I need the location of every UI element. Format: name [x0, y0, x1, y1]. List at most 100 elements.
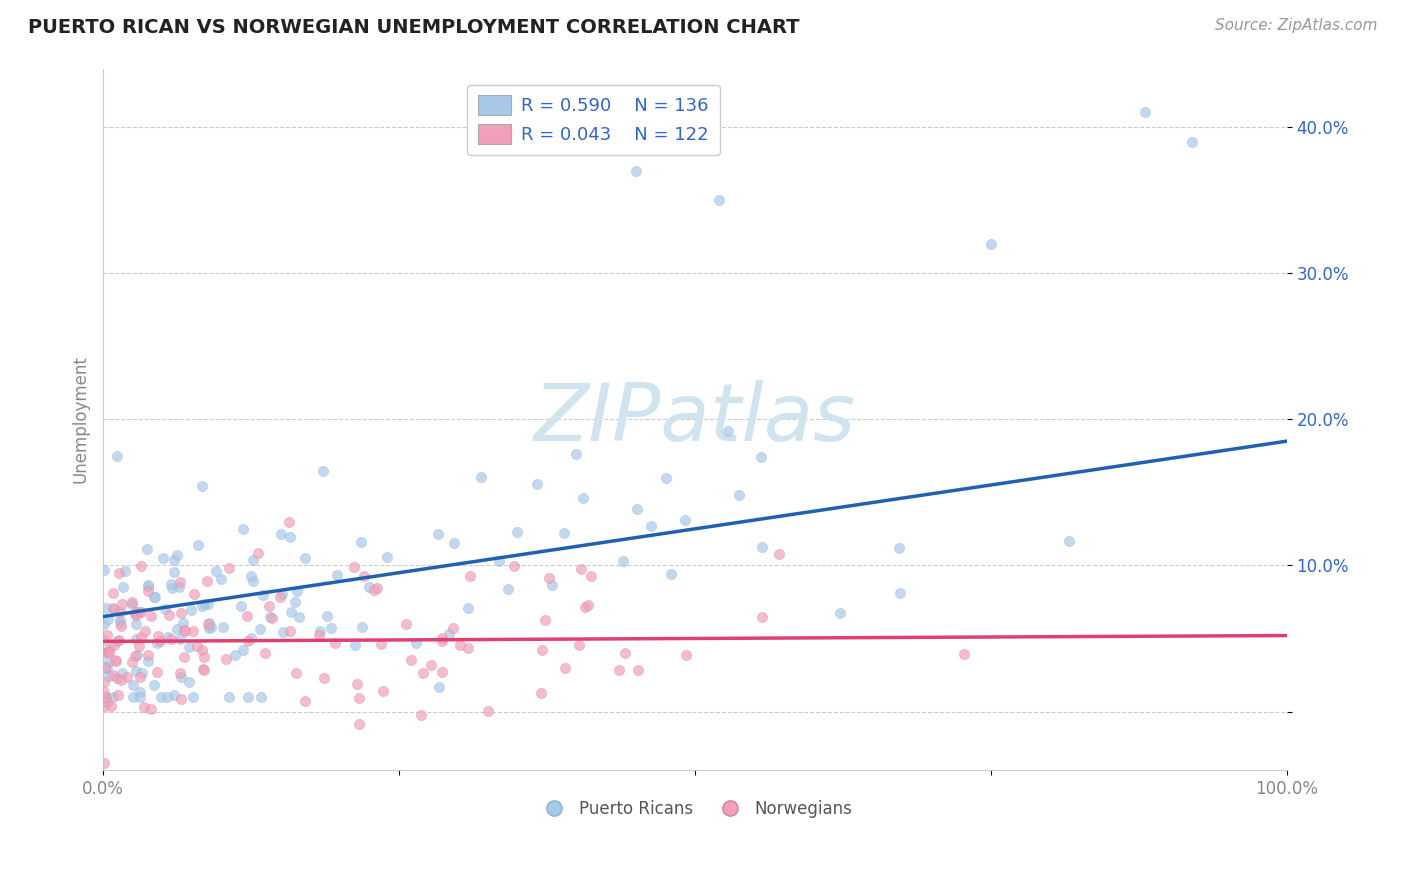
Point	[183, 587, 205, 601]
Point	[132, 699, 155, 714]
Point	[443, 536, 465, 550]
Point	[541, 578, 564, 592]
Point	[156, 690, 179, 704]
Point	[574, 599, 596, 614]
Point	[572, 491, 595, 505]
Point	[627, 663, 650, 677]
Point	[149, 634, 172, 648]
Point	[96, 628, 118, 642]
Point	[236, 634, 259, 648]
Point	[177, 640, 200, 655]
Point	[101, 690, 124, 704]
Point	[170, 670, 193, 684]
Point	[312, 464, 335, 478]
Point	[146, 665, 169, 680]
Point	[285, 665, 308, 680]
Point	[146, 629, 169, 643]
Point	[191, 599, 214, 613]
Point	[93, 690, 115, 704]
Point	[280, 605, 302, 619]
Point	[211, 620, 233, 634]
Point	[193, 598, 215, 612]
Y-axis label: Unemployment: Unemployment	[72, 355, 89, 483]
Point	[326, 568, 349, 582]
Point	[121, 656, 143, 670]
Point	[437, 627, 460, 641]
Point	[751, 610, 773, 624]
Point	[253, 646, 276, 660]
Point	[612, 554, 634, 568]
Point	[252, 589, 274, 603]
Point	[125, 664, 148, 678]
Point	[350, 620, 373, 634]
Point	[108, 632, 131, 647]
Point	[405, 636, 427, 650]
Point	[107, 566, 129, 580]
Point	[121, 678, 143, 692]
Point	[128, 640, 150, 654]
Point	[218, 561, 240, 575]
Point	[136, 578, 159, 592]
Point	[675, 648, 697, 662]
Point	[125, 617, 148, 632]
Point	[370, 637, 392, 651]
Point	[1133, 105, 1156, 120]
Point	[477, 705, 499, 719]
Point	[280, 530, 302, 544]
Point	[350, 534, 373, 549]
Point	[717, 424, 740, 438]
Point	[97, 641, 120, 656]
Point	[97, 669, 120, 683]
Point	[198, 615, 221, 630]
Point	[190, 642, 212, 657]
Point	[553, 525, 575, 540]
Point	[224, 648, 246, 662]
Point	[526, 477, 548, 491]
Point	[97, 644, 120, 658]
Point	[197, 616, 219, 631]
Point	[343, 639, 366, 653]
Point	[375, 550, 398, 565]
Point	[93, 675, 115, 690]
Point	[94, 659, 117, 673]
Point	[169, 632, 191, 646]
Point	[443, 621, 465, 635]
Point	[640, 518, 662, 533]
Point	[160, 581, 183, 595]
Point	[249, 622, 271, 636]
Point	[659, 566, 682, 581]
Point	[395, 617, 418, 632]
Point	[1057, 534, 1080, 549]
Point	[197, 597, 219, 611]
Point	[607, 663, 630, 677]
Point	[93, 633, 115, 648]
Point	[316, 609, 339, 624]
Point	[242, 574, 264, 588]
Point	[534, 613, 557, 627]
Point	[530, 643, 553, 657]
Point	[181, 624, 204, 639]
Point	[139, 609, 162, 624]
Point	[287, 610, 309, 624]
Point	[135, 542, 157, 557]
Point	[399, 653, 422, 667]
Point	[554, 660, 576, 674]
Point	[569, 562, 592, 576]
Point	[209, 572, 232, 586]
Point	[101, 667, 124, 681]
Point	[215, 652, 238, 666]
Point	[104, 653, 127, 667]
Point	[93, 685, 115, 699]
Point	[163, 565, 186, 579]
Point	[93, 564, 115, 578]
Point	[93, 646, 115, 660]
Point	[309, 624, 332, 638]
Point	[308, 628, 330, 642]
Point	[409, 707, 432, 722]
Point	[980, 236, 1002, 251]
Point	[240, 631, 263, 645]
Point	[312, 671, 335, 685]
Point	[136, 584, 159, 599]
Point	[124, 607, 146, 621]
Point	[153, 602, 176, 616]
